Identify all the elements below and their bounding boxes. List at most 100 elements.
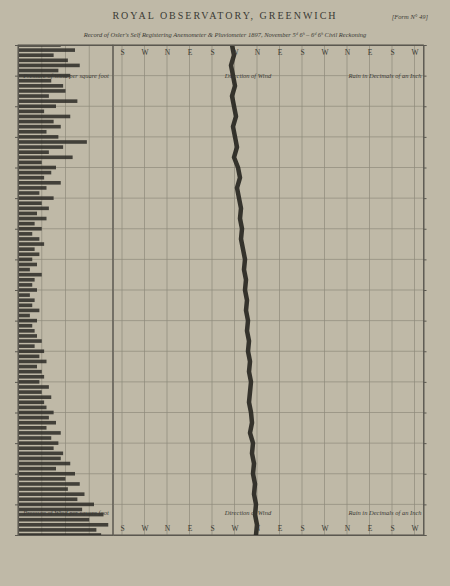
pressure-bar: [18, 457, 61, 461]
grid-line-h: [113, 412, 424, 413]
y-tick: [424, 229, 427, 230]
y-tick: [424, 321, 427, 322]
y-tick-mark: [15, 137, 18, 138]
y-tick: [15, 229, 18, 230]
axis-label-bottom: Pressure of Wind per square foot: [22, 509, 109, 516]
y-tick: [424, 504, 427, 505]
x-axis-bottom: SWNESWNESWNESW: [114, 524, 425, 536]
pressure-bar: [18, 140, 87, 144]
pressure-bar: [18, 181, 61, 185]
pressure-bar: [18, 360, 47, 364]
x-tick-label: S: [210, 524, 214, 533]
direction-trace: [231, 45, 257, 535]
pressure-bar: [18, 110, 44, 114]
grid: [18, 45, 113, 535]
pressure-bar: [18, 467, 56, 471]
x-tick: E: [278, 45, 283, 57]
pressure-bar: [18, 258, 32, 262]
x-tick-label: N: [255, 524, 261, 533]
pressure-bar: [18, 237, 39, 241]
grid-line-h: [113, 473, 424, 474]
pressure-bar: [18, 196, 54, 200]
x-tick-label: E: [368, 48, 373, 57]
grid-line-h: [113, 504, 424, 505]
pressure-bar: [18, 365, 37, 369]
y-tick: [424, 168, 427, 169]
pressure-bar: [18, 150, 49, 154]
grid-line-h: [113, 198, 424, 199]
grid-line-h: [113, 381, 424, 382]
grid-line-h: [113, 136, 424, 137]
y-tick-mark: [15, 413, 18, 414]
x-tick-label: E: [188, 48, 193, 57]
pressure-bar: [18, 186, 47, 190]
y-tick-mark: [424, 259, 427, 260]
x-tick-label: W: [411, 524, 419, 533]
y-tick-mark: [15, 535, 18, 536]
x-tick: E: [368, 524, 373, 535]
x-tick-label: E: [188, 524, 193, 533]
x-tick-label: N: [165, 524, 171, 533]
y-tick: [15, 259, 18, 260]
pressure-bar: [18, 53, 54, 57]
x-tick-label: S: [390, 524, 394, 533]
pressure-bar: [18, 171, 51, 175]
panel-0: ROYAL OBSERVATORY, GREENWICHRecord of Os…: [15, 10, 428, 537]
grid-line-h: [113, 443, 424, 444]
x-tick-label: N: [165, 48, 171, 57]
x-tick: S: [210, 524, 214, 535]
pressure-bar: [18, 319, 37, 323]
y-tick: [424, 45, 427, 46]
pressure-bar: [18, 477, 66, 481]
pressure-bar: [18, 145, 63, 149]
y-tick: [15, 474, 18, 475]
x-tick: E: [188, 45, 193, 57]
pressure-bar: [18, 176, 44, 180]
y-tick: [15, 321, 18, 322]
x-tick: S: [300, 524, 304, 535]
pressure-bar: [18, 201, 42, 205]
pressure-bar: [18, 426, 47, 430]
pressure-bar: [18, 135, 58, 139]
y-tick: [424, 382, 427, 383]
pressure-bar: [18, 339, 42, 343]
axis-line: [19, 45, 114, 46]
y-tick: [15, 76, 18, 77]
x-tick: N: [255, 45, 261, 57]
x-tick-label: S: [120, 524, 124, 533]
plot-frame: [113, 45, 424, 535]
x-tick-label: W: [141, 48, 149, 57]
pressure-bar: [18, 380, 39, 384]
grid: [113, 45, 424, 535]
pressure-bar: [18, 263, 37, 267]
x-tick: W: [141, 524, 149, 535]
y-tick-mark: [15, 259, 18, 260]
pressure-bar: [18, 503, 94, 507]
paper: [0, 0, 450, 586]
pressure-bar: [18, 528, 96, 532]
axis-label-top: Direction of Wind: [224, 72, 272, 79]
y-tick: [424, 351, 427, 352]
pressure-bar: [18, 48, 75, 52]
y-tick-mark: [424, 504, 427, 505]
grid-line-h: [113, 259, 424, 260]
pressure-bar: [18, 446, 54, 450]
pressure-bar: [18, 242, 44, 246]
x-tick: E: [188, 524, 193, 535]
pressure-bar: [18, 191, 39, 195]
y-tick: [424, 106, 427, 107]
x-tick: W: [411, 524, 419, 535]
pressure-bar: [18, 166, 56, 170]
pressure-bar: [18, 497, 77, 501]
y-tick: [424, 137, 427, 138]
pressure-bar: [18, 247, 35, 251]
y-tick: [424, 535, 427, 536]
pressure-bar: [18, 462, 70, 466]
y-tick-mark: [15, 106, 18, 107]
chart-root: ROYAL OBSERVATORY, GREENWICHRecord of Os…: [0, 0, 450, 586]
x-tick: S: [390, 45, 394, 57]
y-tick: [15, 45, 18, 46]
pressure-bar: [18, 344, 35, 348]
pressure-bar: [18, 411, 54, 415]
y-tick-mark: [15, 382, 18, 383]
